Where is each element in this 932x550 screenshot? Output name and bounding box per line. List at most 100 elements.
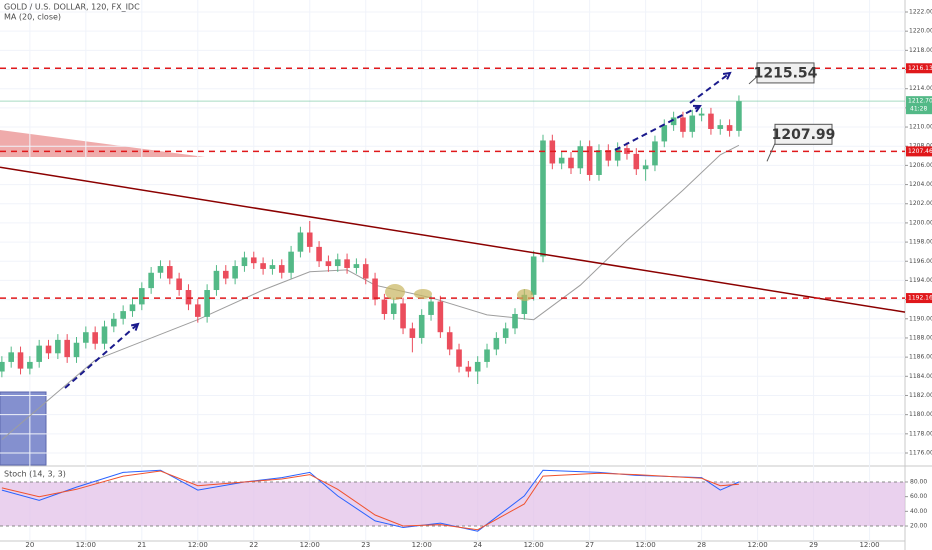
x-tick-label: 12:00 (188, 541, 208, 549)
arrow-head (130, 322, 140, 331)
candle-body (260, 263, 266, 269)
candle-body (17, 352, 24, 369)
y-tick-label: 1190.00 (909, 315, 932, 322)
y-tick-label: 1178.00 (909, 430, 932, 437)
x-tick-label: 12:00 (524, 541, 544, 549)
candle-body (568, 157, 574, 169)
candle-body (381, 299, 388, 314)
candle-body (474, 361, 481, 372)
x-tick-label: 12:00 (300, 541, 320, 549)
dashed-arrow (614, 105, 701, 151)
y-tick-label: 1188.00 (909, 334, 932, 341)
stoch-tick-label: 80.00 (910, 478, 927, 485)
candle-body (596, 150, 602, 175)
level-label: 1207.46 (908, 148, 932, 155)
candle-body (652, 141, 658, 166)
x-tick-label: 28 (697, 541, 706, 549)
candle-body (446, 332, 453, 350)
candle-body (736, 101, 742, 131)
y-tick-label: 1180.00 (909, 411, 932, 418)
candle-body (325, 261, 332, 267)
y-tick-label: 1182.00 (909, 392, 932, 399)
candle-body (456, 349, 462, 367)
candle-body (334, 259, 341, 267)
dashed-arrow (689, 72, 731, 104)
candle-body (642, 165, 649, 170)
box-drawing (0, 391, 47, 466)
candle-body (213, 270, 220, 291)
x-tick-label: 21 (137, 541, 146, 549)
y-tick-label: 1200.00 (909, 219, 932, 226)
candle-body (55, 339, 61, 354)
arrow-head (722, 71, 732, 80)
level-label: 1192.16 (908, 295, 932, 302)
candle-body (222, 270, 229, 279)
stoch-d (1, 470, 739, 531)
candle-body (493, 337, 500, 350)
candle-body (288, 251, 294, 273)
candle-body (465, 366, 472, 372)
candle-body (586, 146, 593, 175)
candle-body (306, 232, 313, 247)
y-tick-label: 1204.00 (909, 181, 932, 188)
candle-body (353, 264, 360, 268)
stoch-tick-label: 60.00 (910, 493, 927, 500)
candle-body (418, 314, 425, 338)
y-tick-label: 1214.00 (909, 85, 932, 92)
y-tick-label: 1196.00 (909, 258, 932, 265)
candle-body (45, 345, 52, 354)
candle-body (540, 140, 546, 257)
candle-body (670, 117, 677, 126)
candle-body (232, 266, 238, 279)
countdown-label: 41:28 (910, 106, 927, 113)
x-tick-label: 23 (361, 541, 370, 549)
candle-body (101, 326, 108, 344)
y-tick-label: 1218.00 (909, 47, 932, 54)
candle-body (726, 125, 733, 131)
candle-body (139, 288, 145, 305)
candle-body (344, 259, 350, 268)
level-tag (906, 293, 932, 304)
arrow-head (692, 104, 702, 113)
stoch-tick-label: 40.00 (910, 508, 927, 515)
y-tick-label: 1210.00 (909, 124, 932, 131)
candle-body (92, 332, 98, 344)
last-price-label: 1212.70 (908, 98, 932, 105)
candle-body (661, 125, 668, 142)
candle-body (530, 256, 537, 295)
annotation-label: 1215.54 (754, 65, 818, 81)
x-tick-label: 12:00 (412, 541, 432, 549)
x-tick-label: 24 (473, 541, 482, 549)
candle-body (157, 266, 164, 273)
level-label: 1216.13 (908, 65, 932, 72)
candle-body (698, 113, 705, 116)
candle-body (484, 349, 490, 362)
candle-body (167, 266, 173, 279)
candle-body (73, 342, 80, 358)
y-tick-label: 1208.00 (909, 143, 932, 150)
y-tick-label: 1186.00 (909, 354, 932, 361)
candle-body (278, 265, 285, 273)
annotation-box (756, 62, 815, 84)
candle-body (250, 257, 257, 264)
candle-body (633, 153, 640, 170)
x-tick-label: 20 (25, 541, 34, 549)
candle-body (36, 345, 42, 362)
y-tick-label: 1220.00 (909, 28, 932, 35)
candle-body (241, 257, 248, 267)
trend-line (0, 166, 906, 313)
candle-body (148, 272, 154, 289)
x-tick-label: 12:00 (636, 541, 656, 549)
candle-body (512, 313, 518, 329)
candle-body (120, 311, 126, 319)
candle-body (362, 264, 369, 279)
candle-body (316, 246, 322, 262)
chart-title: GOLD / U.S. DOLLAR, 120, FX_IDC (4, 3, 140, 12)
stoch-label: Stoch (14, 3, 3) (4, 470, 66, 479)
candle-body (8, 352, 14, 362)
x-tick-label: 29 (809, 541, 818, 549)
candle-body (27, 361, 33, 369)
candle-body (390, 303, 397, 314)
